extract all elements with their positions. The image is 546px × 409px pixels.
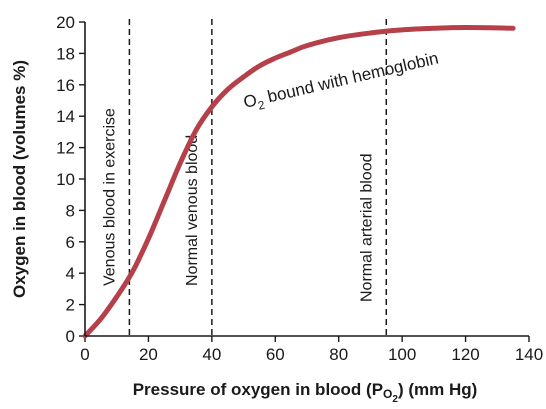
y-tick-label: 8: [66, 201, 75, 220]
y-tick-label: 6: [66, 233, 75, 252]
y-tick-label: 14: [56, 107, 75, 126]
x-tick-label: 140: [515, 345, 543, 364]
x-axis-title: Pressure of oxygen in blood (PO2) (mm Hg…: [133, 380, 478, 405]
x-tick-label: 80: [329, 345, 348, 364]
x-tick-label: 100: [388, 345, 416, 364]
x-tick-label: 60: [266, 345, 285, 364]
x-tick-label: 0: [80, 345, 89, 364]
y-tick-label: 10: [56, 170, 75, 189]
curve-label-main: O: [242, 90, 259, 111]
y-axis-ticks: 0 2 4 6 8 10 12 14 16 18 20: [56, 13, 85, 346]
x-axis-title-main: Pressure of oxygen in blood (P: [133, 380, 383, 399]
y-tick-label: 4: [66, 264, 75, 283]
x-tick-label: 120: [451, 345, 479, 364]
reference-lines: Venous blood in exercise Normal venous bl…: [101, 19, 388, 336]
reference-line-label: Normal arterial blood: [358, 153, 375, 302]
y-tick-label: 20: [56, 13, 75, 32]
y-tick-label: 0: [66, 327, 75, 346]
x-axis-title-sub: O: [383, 387, 392, 401]
y-tick-label: 12: [56, 139, 75, 158]
x-tick-label: 20: [139, 345, 158, 364]
y-axis-title: Oxygen in blood (volumes %): [10, 60, 29, 298]
hemoglobin-saturation-curve: [82, 25, 516, 339]
y-tick-label: 16: [56, 76, 75, 95]
x-axis-ticks: 0 20 40 60 80 100 120 140: [80, 336, 543, 364]
reference-line-label: Normal venous blood: [184, 135, 201, 286]
curve-label-tail: bound with hemoglobin: [261, 49, 440, 108]
x-axis-title-subsub: 2: [392, 394, 398, 405]
y-tick-label: 2: [66, 296, 75, 315]
x-tick-label: 40: [202, 345, 221, 364]
y-tick-label: 18: [56, 44, 75, 63]
reference-line-label: Venous blood in exercise: [101, 108, 118, 286]
curve-label-sub: 2: [257, 98, 267, 113]
x-axis-title-tail: ) (mm Hg): [398, 380, 477, 399]
